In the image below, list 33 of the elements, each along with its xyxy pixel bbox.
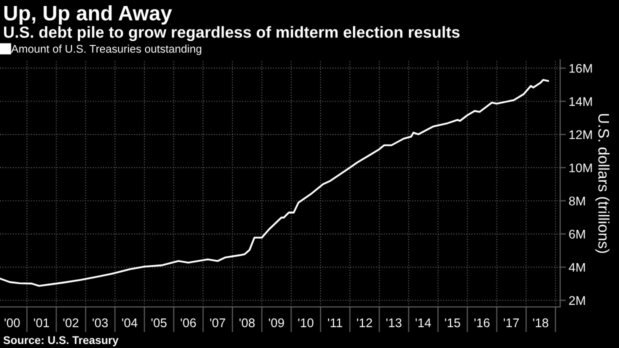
x-tick-label: '17 [504, 318, 519, 328]
x-tick-label: '09 [268, 318, 284, 328]
x-tick-label: '15 [445, 318, 460, 328]
source-note: Source: U.S. Treasury [3, 336, 119, 346]
y-tick-label: 2M [569, 296, 585, 305]
chart-subtitle: U.S. debt pile to grow regardless of midterm election results [4, 26, 460, 42]
x-tick-label: '18 [533, 318, 548, 328]
x-tick-label: '13 [386, 318, 402, 328]
legend-label: Amount of U.S. Treasuries outstanding [11, 44, 202, 55]
y-axis-title: U.S. dollars (trillions) [595, 114, 610, 253]
y-tick-label: 8M [569, 196, 585, 206]
y-tick-label: 6M [569, 230, 585, 239]
x-tick-label: '01 [34, 318, 50, 328]
x-tick-label: '06 [180, 318, 196, 328]
x-tick-label: '07 [210, 318, 226, 328]
line-series [0, 79, 549, 287]
y-tick-label: 4M [568, 263, 585, 272]
x-tick-label: '16 [474, 318, 490, 328]
x-tick-label: '10 [298, 318, 314, 328]
x-tick-label: '03 [92, 318, 108, 328]
x-tick-label: '14 [416, 318, 431, 328]
x-tick-label: '12 [357, 318, 372, 328]
x-tick-label: '00 [4, 318, 20, 328]
x-tick-label: '08 [240, 318, 255, 328]
y-tick-label: 14M [569, 97, 592, 106]
y-tick-label: 12M [569, 130, 592, 140]
x-tick-label: '02 [63, 318, 78, 328]
x-tick-label: '04 [122, 318, 138, 328]
chart-title: Up, Up and Away [4, 5, 172, 25]
x-tick-label: '11 [328, 318, 342, 328]
y-tick-label: 10M [569, 163, 592, 172]
y-tick-label: 16M [569, 64, 592, 73]
x-tick-label: '05 [151, 318, 167, 328]
